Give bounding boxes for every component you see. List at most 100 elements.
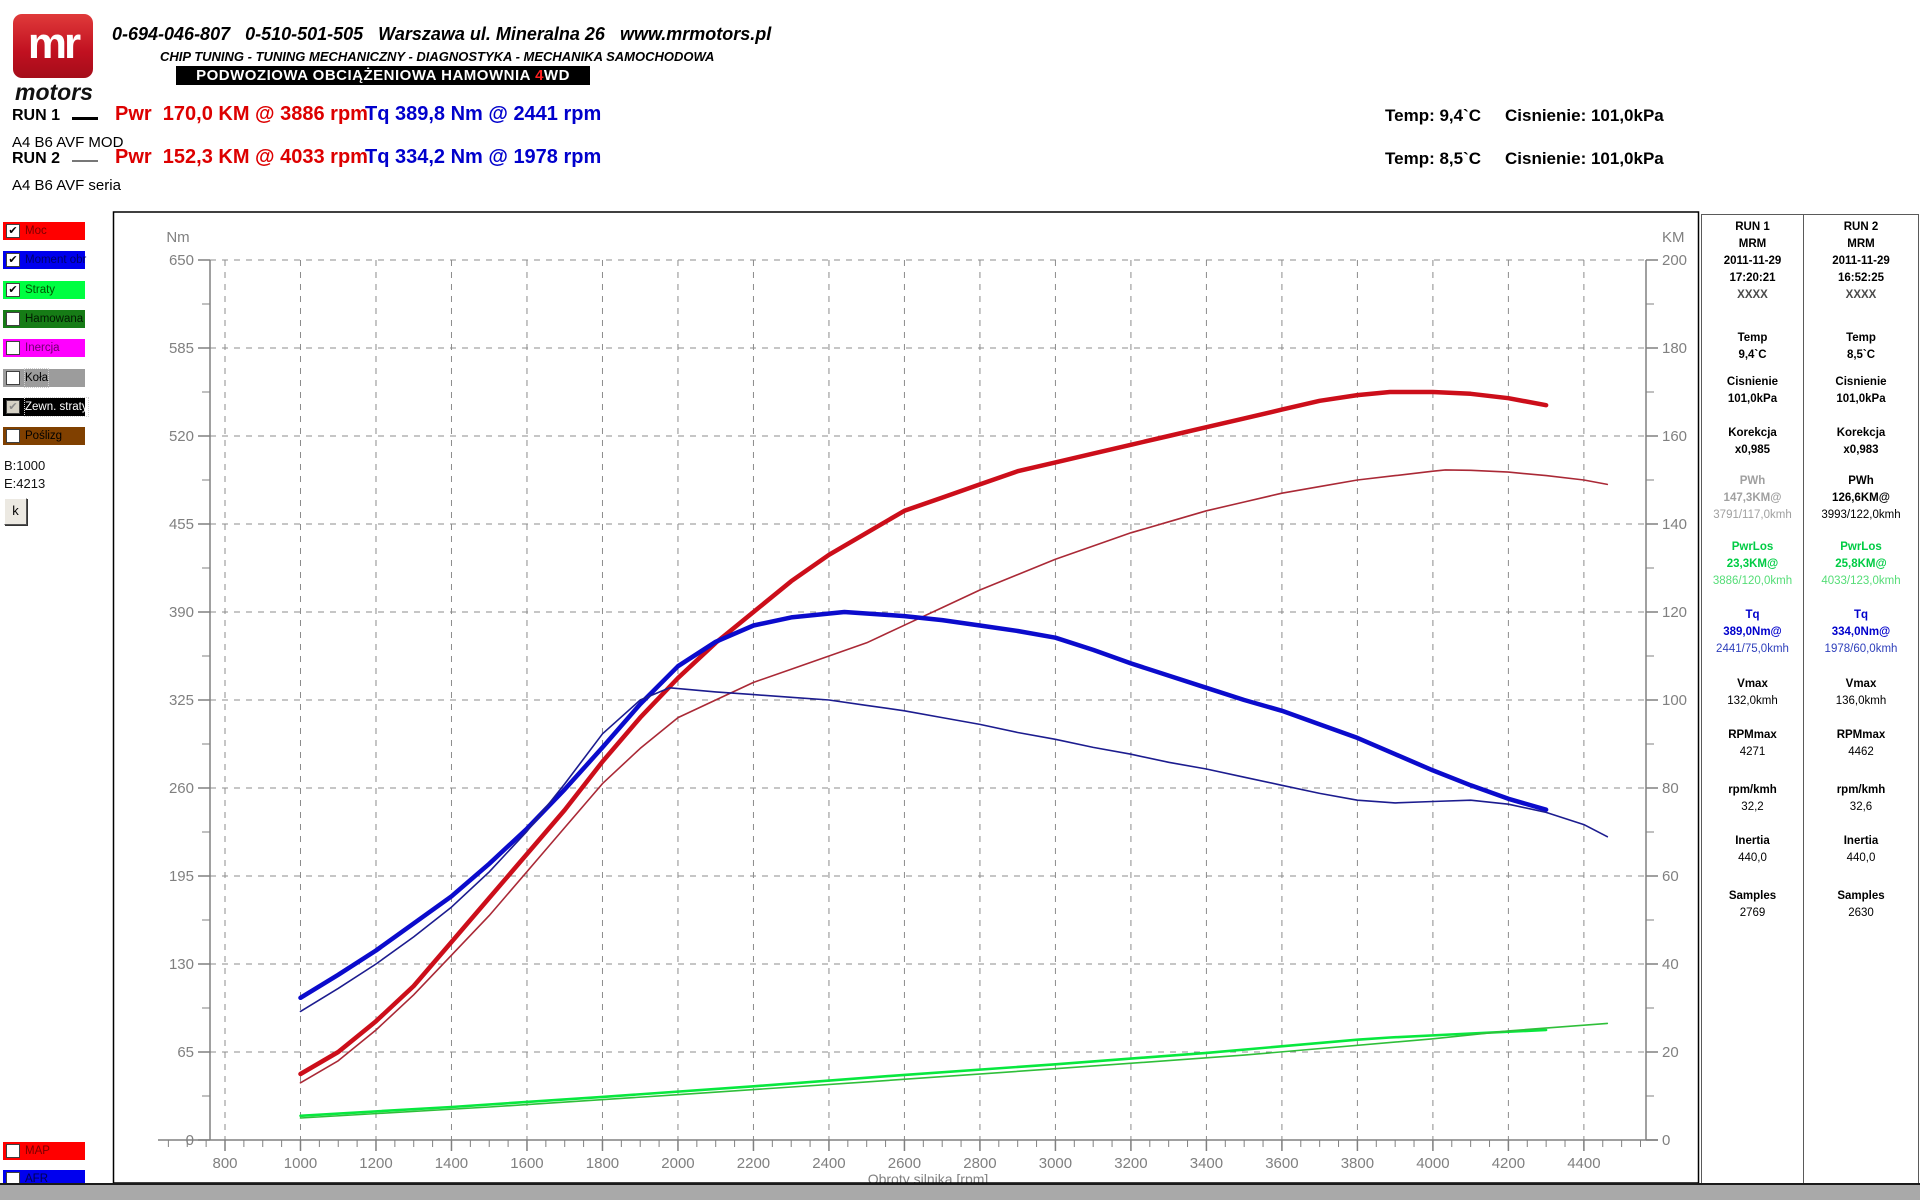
y-left-tick-label: 195 <box>169 868 194 885</box>
panel-row: Samples <box>1728 890 1777 902</box>
checkbox-hamowana[interactable] <box>6 312 20 326</box>
legend-item-straty[interactable]: ✔ Straty <box>3 281 85 299</box>
checkbox-zewn-straty[interactable]: ✔ <box>6 400 20 414</box>
panel-row: 16:52:25 <box>1837 272 1885 284</box>
x-tick-label: 3000 <box>1039 1155 1072 1172</box>
x-tick-label: 3800 <box>1341 1155 1374 1172</box>
panel-row: Vmax <box>1845 678 1877 690</box>
legend-item-ko-a[interactable]: Koła <box>3 368 85 388</box>
panel-row: 132,0kmh <box>1727 695 1778 707</box>
checkbox-moc[interactable]: ✔ <box>6 224 20 238</box>
x-tick-label: 3400 <box>1190 1155 1223 1172</box>
x-tick-label: 1800 <box>586 1155 619 1172</box>
run2-temp: Temp: 8,5`C <box>1385 149 1482 168</box>
panel-row: 136,0kmh <box>1835 695 1887 707</box>
y-right-tick-label: 80 <box>1662 780 1679 797</box>
panel-row: 25,8KM@ <box>1835 558 1887 570</box>
legend-label: AFR <box>25 1173 48 1185</box>
x-tick-label: 800 <box>212 1155 237 1172</box>
series-legend: ✔ Moc ✔ Moment obr ✔ Straty Hamowana Inercja Koł… <box>3 222 89 462</box>
panel-row: 8,5`C <box>1846 349 1876 361</box>
y-left-tick-label: 390 <box>169 604 194 621</box>
y-left-tick-label: 130 <box>169 956 194 973</box>
checkbox-po-lizg[interactable] <box>6 429 20 443</box>
y-right-tick-label: 200 <box>1662 252 1687 269</box>
legend-item-po-lizg[interactable]: Poślizg <box>3 427 85 445</box>
header-services-line: CHIP TUNING - TUNING MECHANICZNY - DIAGN… <box>160 49 715 64</box>
panel-row: Korekcja <box>1728 427 1777 439</box>
dyno-chart: 0 65 130 195 260 325 390 455 520 585 650 0 20 40 60 80 1… <box>112 211 1700 1187</box>
x-tick-label: 3600 <box>1265 1155 1298 1172</box>
panel-row: 440,0 <box>1846 852 1876 864</box>
x-tick-label: 2800 <box>963 1155 996 1172</box>
x-tick-label: 1000 <box>284 1155 317 1172</box>
checkbox-moment-obr[interactable]: ✔ <box>6 253 20 267</box>
panel-row: 2630 <box>1848 907 1874 919</box>
legend-item-hamowana[interactable]: Hamowana <box>3 310 85 328</box>
panel-row: PwrLos <box>1731 541 1774 553</box>
legend-item-moment-obr[interactable]: ✔ Moment obr <box>3 251 86 269</box>
y-right-tick-label: 160 <box>1662 428 1687 445</box>
checkbox-straty[interactable]: ✔ <box>6 283 20 297</box>
y-left-tick-label: 260 <box>169 780 194 797</box>
y-left-tick-label: 585 <box>169 340 194 357</box>
mr-motors-logo: mr <box>13 14 93 78</box>
panel-row: Cisnienie <box>1726 376 1779 388</box>
panel-row: 4033/123,0kmh <box>1821 575 1901 587</box>
x-tick-label: 1400 <box>435 1155 468 1172</box>
x-tick-label: 2200 <box>737 1155 770 1172</box>
x-tick-label: 2400 <box>812 1155 845 1172</box>
legend-item-map[interactable]: MAP <box>3 1142 85 1160</box>
panel-row: 32,6 <box>1849 801 1873 813</box>
header-contact-line: 0-694-046-807 0-510-501-505 Warszawa ul.… <box>112 24 772 44</box>
run1-line-sample <box>72 117 98 120</box>
y-left-axis-title: Nm <box>166 229 189 246</box>
checkbox-map[interactable] <box>6 1144 20 1158</box>
checkbox-inercja[interactable] <box>6 341 20 355</box>
panel-row: Cisnienie <box>1835 376 1887 388</box>
panel-row: 4271 <box>1739 746 1766 758</box>
x-tick-label: 2600 <box>888 1155 921 1172</box>
panel-row: x0,983 <box>1843 444 1879 456</box>
panel-row: Inertia <box>1735 835 1770 847</box>
panel-row: 126,6KM@ <box>1832 492 1890 504</box>
banner-wd: WD <box>543 67 570 84</box>
header-banner: PODWOZIOWA OBCIĄŻENIOWA HAMOWNIA 4WD <box>176 66 590 85</box>
run2-power-value: Pwr 152,3 KM @ 4033 rpm <box>115 146 368 168</box>
legend-item-moc[interactable]: ✔ Moc <box>3 222 85 240</box>
panel-row: x0,985 <box>1734 444 1771 456</box>
panel-row: 2011-11-29 <box>1723 255 1782 267</box>
x-tick-label: 1600 <box>510 1155 543 1172</box>
panel-row: Inertia <box>1843 835 1879 847</box>
legend-item-inercja[interactable]: Inercja <box>3 339 85 357</box>
legend-item-zewn-straty[interactable]: ✔ Zewn. straty <box>3 397 89 417</box>
info-panel-run2: RUN 2 MRM 2011-11-29 16:52:25 XXXX Temp 8,5`C C… <box>1803 214 1919 1184</box>
panel-row: 3886/120,0kmh <box>1712 575 1793 587</box>
y-left-tick-label: 0 <box>186 1132 194 1149</box>
panel-row: 2011-11-29 <box>1832 255 1890 267</box>
legend-label: Koła <box>23 368 50 388</box>
legend-label: MAP <box>25 1145 50 1157</box>
banner-text: PODWOZIOWA OBCIĄŻENIOWA HAMOWNIA <box>196 67 536 84</box>
checkbox-ko-a[interactable] <box>6 371 20 385</box>
panel-row: 3791/117,0kmh <box>1713 509 1792 521</box>
panel-row: 32,2 <box>1741 801 1764 813</box>
panel-row: Tq <box>1745 609 1760 621</box>
y-right-tick-label: 60 <box>1662 868 1679 885</box>
panel-row: Vmax <box>1737 678 1768 690</box>
panel-row: Temp <box>1737 332 1768 344</box>
panel-row: 1978/60,0kmh <box>1824 643 1898 655</box>
panel-row: rpm/kmh <box>1836 784 1886 796</box>
x-tick-label: 3200 <box>1114 1155 1147 1172</box>
panel-row: RUN 1 <box>1735 221 1770 233</box>
y-right-tick-label: 100 <box>1662 692 1687 709</box>
panel-row: 3993/122,0kmh <box>1821 509 1901 521</box>
panel-row: RUN 2 <box>1843 221 1879 233</box>
run2-torque-value: Tq 334,2 Nm @ 1978 rpm <box>365 146 602 168</box>
k-button[interactable]: k <box>4 498 27 525</box>
bottom-scrollbar[interactable] <box>0 1183 1920 1200</box>
panel-row: 101,0kPa <box>1836 393 1886 405</box>
x-tick-label: 4000 <box>1416 1155 1449 1172</box>
curve-run-1-straty <box>299 1028 1548 1118</box>
